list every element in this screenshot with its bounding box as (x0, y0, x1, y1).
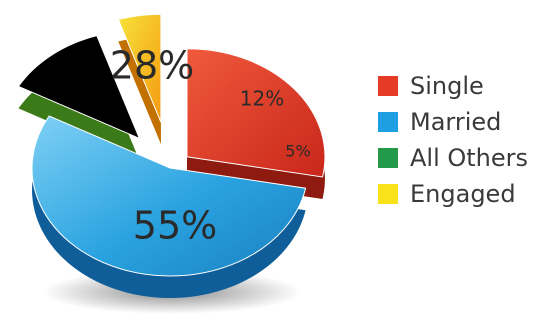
legend-swatch-single (378, 76, 398, 96)
slice-label-engaged: 5% (285, 142, 310, 161)
legend: Single Married All Others Engaged (378, 68, 528, 212)
legend-item-single: Single (378, 68, 528, 104)
legend-swatch-married (378, 112, 398, 132)
slice-engaged (117, 13, 162, 123)
slice-all-others (17, 35, 141, 140)
legend-label-engaged: Engaged (410, 180, 516, 208)
legend-swatch-all-others (378, 148, 398, 168)
legend-item-all-others: All Others (378, 140, 528, 176)
legend-label-married: Married (410, 108, 502, 136)
slice-label-all-others: 12% (240, 87, 284, 111)
slice-single (186, 48, 326, 178)
legend-swatch-engaged (378, 184, 398, 204)
slice-label-single: 28% (110, 44, 194, 88)
legend-item-engaged: Engaged (378, 176, 528, 212)
legend-label-single: Single (410, 72, 484, 100)
slice-married (31, 115, 307, 277)
legend-label-all-others: All Others (410, 144, 529, 172)
slice-label-married: 55% (133, 204, 217, 248)
legend-item-married: Married (378, 104, 528, 140)
